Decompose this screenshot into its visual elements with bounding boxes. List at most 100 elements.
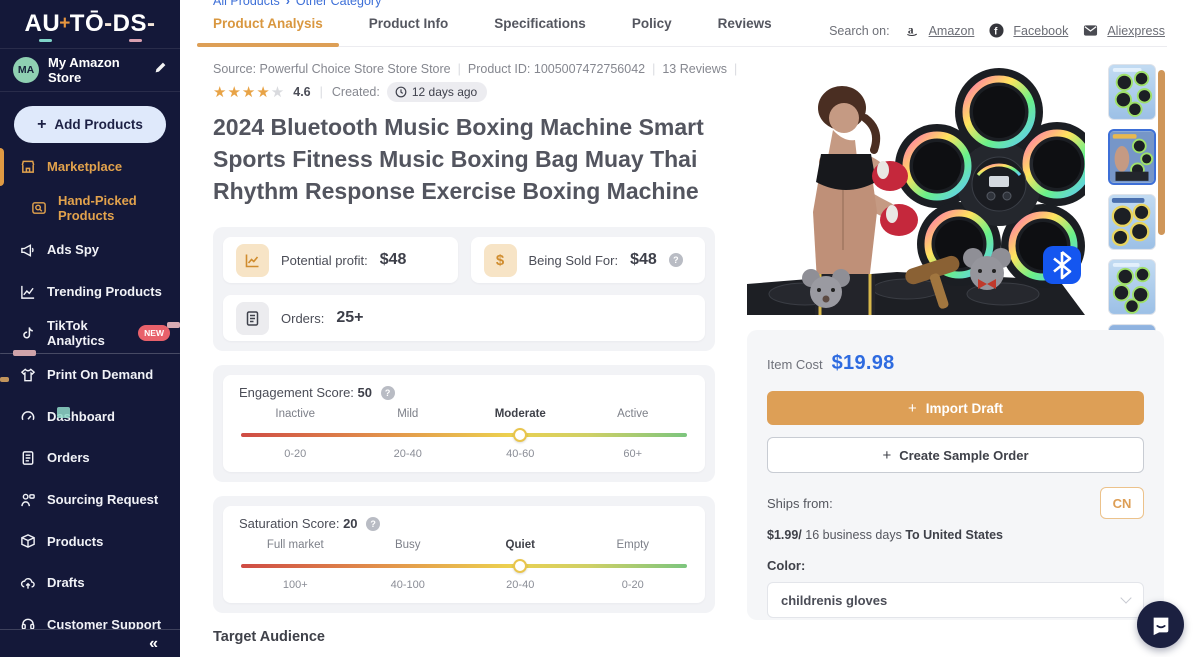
- logo-part: AU: [24, 10, 61, 37]
- thumbnail-3[interactable]: [1108, 194, 1156, 250]
- tabs: Product Analysis Product Info Specificat…: [197, 16, 1167, 47]
- level-label: Active: [617, 408, 649, 420]
- separator: |: [733, 62, 738, 76]
- sidebar-item-label: Print On Demand: [47, 367, 154, 383]
- sidebar-item-orders[interactable]: Orders: [0, 437, 180, 479]
- tshirt-icon: [20, 368, 36, 382]
- tab-product-info[interactable]: Product Info: [368, 16, 449, 31]
- screenshot-artifact: [0, 353, 180, 354]
- shipping-price: $1.99/: [767, 528, 802, 542]
- item-cost-row: Item Cost $19.98: [767, 352, 1144, 375]
- logo-accent-pink: [129, 39, 143, 42]
- target-audience-title: Target Audience: [213, 629, 325, 645]
- add-products-label: Add Products: [54, 117, 143, 132]
- tab-specifications[interactable]: Specifications: [494, 16, 586, 31]
- sidebar: AU+TŌ-DS- MA My Amazon Store + Add Produ…: [0, 0, 180, 657]
- sidebar-item-label: Sourcing Request: [47, 492, 159, 508]
- saturation-score-value: 20: [343, 516, 358, 531]
- sidebar-item-tiktok-analytics[interactable]: TikTok Analytics NEW: [0, 312, 180, 354]
- separator: |: [652, 62, 656, 76]
- sidebar-item-trending-products[interactable]: Trending Products: [0, 271, 180, 313]
- chat-widget-button[interactable]: [1137, 601, 1184, 648]
- facebook-icon: f: [989, 23, 1004, 38]
- saturation-label: Saturation Score:: [239, 516, 340, 531]
- sidebar-item-label: Drafts: [47, 575, 85, 591]
- gauge-icon: [21, 411, 35, 421]
- collapse-sidebar-button[interactable]: «: [149, 634, 158, 652]
- plus-icon: +: [882, 446, 892, 464]
- chart-icon: [236, 243, 269, 277]
- breadcrumb-link-other-category[interactable]: Other Category: [295, 0, 382, 8]
- product-main-image[interactable]: [747, 60, 1099, 315]
- gavel: [905, 255, 960, 309]
- import-draft-button[interactable]: + Import Draft: [767, 391, 1144, 425]
- thumbnails-scrollbar[interactable]: [1158, 70, 1165, 235]
- gradient-track: [241, 564, 687, 568]
- aliexpress-icon: [1083, 24, 1098, 37]
- level-range: 40-100: [390, 579, 425, 591]
- rating-value: 4.6: [293, 85, 311, 99]
- thumbnail-4[interactable]: [1108, 259, 1156, 315]
- metric-value: $48: [630, 251, 657, 268]
- sidebar-item-hand-picked-products[interactable]: Hand-Picked Products: [0, 188, 180, 230]
- product-id: Product ID: 1005007472756042: [467, 62, 646, 76]
- add-products-button[interactable]: + Add Products: [14, 106, 166, 143]
- rating-row: ★★★★★ 4.6 | Created: 12 days ago: [213, 82, 715, 102]
- search-on-label: Search on:: [829, 23, 890, 38]
- saturation-group: Saturation Score: 20 ? Full market Busy …: [213, 496, 715, 613]
- stars-empty: ★: [270, 83, 286, 101]
- thumbnail-2-selected[interactable]: [1108, 129, 1156, 185]
- tab-reviews[interactable]: Reviews: [717, 16, 772, 31]
- sidebar-item-drafts[interactable]: Drafts: [0, 562, 180, 604]
- logo-dash: -: [146, 10, 156, 37]
- breadcrumb-link-all-products[interactable]: All Products: [213, 0, 280, 8]
- screenshot-artifact: [57, 407, 70, 418]
- sourcing-person-icon: [21, 493, 35, 506]
- chat-bubble-icon: [1153, 617, 1168, 635]
- sidebar-item-label: Orders: [47, 450, 90, 466]
- info-icon[interactable]: ?: [380, 386, 395, 400]
- tab-policy[interactable]: Policy: [631, 16, 672, 31]
- star-rating: ★★★★★: [213, 83, 285, 101]
- info-icon[interactable]: ?: [366, 517, 381, 531]
- being-sold-card: $ Being Sold For: $48 ?: [470, 237, 705, 283]
- logo-accent-teal: [38, 39, 52, 42]
- metric-label: Potential profit:: [281, 252, 368, 268]
- search-facebook-link[interactable]: Facebook: [1013, 23, 1069, 38]
- sidebar-item-print-on-demand[interactable]: Print On Demand: [0, 354, 180, 396]
- sidebar-item-products[interactable]: Products: [0, 520, 180, 562]
- search-aliexpress-link[interactable]: Aliexpress: [1107, 23, 1165, 38]
- orders-clipboard-icon: [236, 301, 269, 335]
- search-amazon-link[interactable]: Amazon: [928, 23, 975, 38]
- image-thumbnails: [1108, 64, 1156, 380]
- sidebar-item-ads-spy[interactable]: Ads Spy: [0, 229, 180, 271]
- separator: |: [319, 85, 323, 99]
- edit-store-icon[interactable]: [154, 61, 167, 79]
- store-selector[interactable]: MA My Amazon Store: [0, 49, 180, 92]
- color-select[interactable]: childrenis gloves: [767, 582, 1144, 618]
- ship-country-button[interactable]: CN: [1100, 487, 1144, 519]
- metric-value: 25+: [336, 309, 364, 326]
- info-icon[interactable]: ?: [668, 253, 683, 267]
- sidebar-nav: Marketplace Hand-Picked Products Ads Spy…: [0, 146, 180, 645]
- tab-product-analysis[interactable]: Product Analysis: [197, 16, 339, 47]
- thumbnail-1[interactable]: [1108, 64, 1156, 120]
- autods-logo[interactable]: AU+TŌ-DS-: [24, 10, 156, 42]
- woman-boxer: [813, 86, 918, 315]
- product-title: 2024 Bluetooth Music Boxing Machine Smar…: [213, 114, 704, 204]
- purchase-panel: Item Cost $19.98 + Import Draft + Create…: [747, 330, 1164, 620]
- color-label: Color:: [767, 558, 806, 573]
- sidebar-item-sourcing-request[interactable]: Sourcing Request: [0, 479, 180, 521]
- sidebar-item-marketplace[interactable]: Marketplace: [0, 146, 180, 188]
- mouse-figure: [802, 269, 850, 308]
- orders-card: Orders: 25+: [223, 295, 705, 341]
- gradient-track: [241, 433, 687, 437]
- import-draft-label: Import Draft: [925, 400, 1003, 416]
- sidebar-item-dashboard[interactable]: Dashboard: [0, 396, 180, 438]
- saturation-level-ranges: 100+ 40-100 20-40 0-20: [239, 579, 689, 591]
- create-sample-order-button[interactable]: + Create Sample Order: [767, 437, 1144, 473]
- engagement-score-value: 50: [357, 385, 372, 400]
- potential-profit-card: Potential profit: $48: [223, 237, 458, 283]
- sidebar-item-label: Marketplace: [47, 159, 123, 175]
- separator: |: [457, 62, 461, 76]
